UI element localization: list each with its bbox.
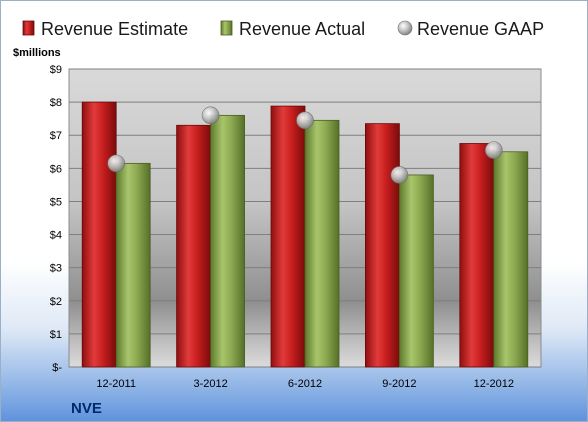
y-tick-label: $6 — [50, 163, 62, 175]
x-tick-label: 12-2011 — [96, 378, 136, 390]
bar-revenue-actual — [398, 174, 434, 368]
bar-revenue-estimate — [176, 124, 212, 368]
bar-revenue-actual — [210, 114, 246, 368]
x-tick-label: 9-2012 — [382, 378, 416, 390]
gaap-markers — [107, 106, 503, 184]
bar-revenue-estimate — [81, 101, 117, 368]
y-tick-label: $7 — [50, 130, 62, 142]
y-tick-label: $3 — [50, 263, 62, 275]
y-tick-label: $2 — [50, 296, 62, 308]
y-tick-label: $9 — [50, 64, 62, 76]
x-tick-label: 6-2012 — [288, 378, 322, 390]
bar-revenue-actual — [493, 151, 529, 368]
legend-swatch — [397, 20, 413, 36]
y-tick-label: $5 — [50, 196, 62, 208]
marker-revenue-gaap — [296, 111, 314, 130]
y-tick-label: $4 — [50, 230, 62, 242]
legend-label: Revenue GAAP — [417, 19, 544, 39]
x-tick-label: 12-2012 — [474, 378, 514, 390]
marker-revenue-gaap — [107, 154, 125, 173]
x-axis: 12-2011 3-2012 6-2012 9-2012 12-2012 — [96, 378, 514, 390]
legend: Revenue Estimate Revenue Actual Revenue GA… — [22, 19, 544, 39]
bar-revenue-estimate — [364, 123, 400, 368]
bar-revenue-estimate — [459, 143, 495, 368]
marker-revenue-gaap — [484, 141, 503, 159]
bars — [81, 101, 529, 368]
legend-swatch — [220, 20, 233, 36]
legend-label: Revenue Actual — [239, 19, 365, 39]
y-tick-label: $- — [52, 362, 62, 374]
bar-revenue-actual — [115, 162, 151, 368]
bar-revenue-actual — [304, 119, 340, 368]
bar-revenue-estimate — [270, 105, 306, 368]
legend-label: Revenue Estimate — [41, 19, 188, 39]
y-axis: $- $1 $2 $3 $4 $5 $6 $7 $8 $9 — [50, 64, 63, 374]
unit-label: $millions — [13, 47, 61, 59]
marker-revenue-gaap — [390, 166, 409, 184]
ticker-label: NVE — [71, 400, 102, 417]
y-tick-label: $8 — [50, 97, 62, 109]
legend-swatch — [22, 20, 35, 36]
y-tick-label: $1 — [50, 329, 62, 341]
x-tick-label: 3-2012 — [193, 378, 227, 390]
marker-revenue-gaap — [201, 106, 220, 125]
